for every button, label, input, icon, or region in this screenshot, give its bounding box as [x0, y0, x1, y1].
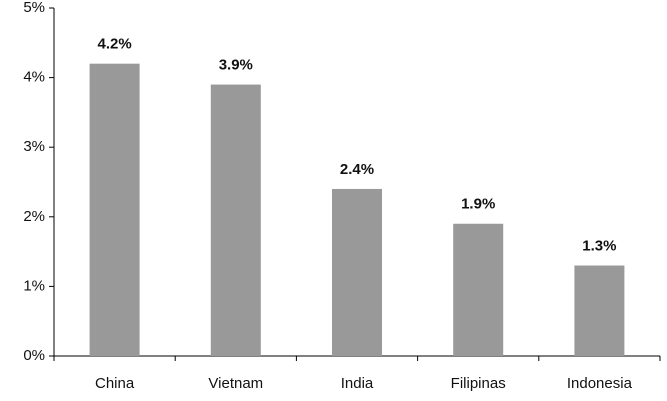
y-tick-label: 1%	[23, 277, 45, 294]
y-tick-label: 3%	[23, 138, 45, 155]
value-label: 2.4%	[340, 161, 374, 178]
y-tick-label: 0%	[23, 347, 45, 364]
bar	[89, 63, 140, 357]
x-tick-label: India	[341, 375, 374, 392]
bar	[574, 265, 625, 356]
y-tick-label: 4%	[23, 69, 45, 86]
x-tick-label: Indonesia	[567, 375, 633, 392]
value-label: 1.9%	[461, 196, 495, 213]
x-tick-label: Filipinas	[451, 375, 506, 392]
bar	[332, 188, 382, 356]
y-tick-label: 5%	[23, 0, 45, 16]
x-tick-label: Vietnam	[208, 375, 263, 392]
x-tick-label: China	[95, 375, 135, 392]
bar	[453, 223, 504, 356]
bar	[210, 84, 261, 356]
value-label: 3.9%	[219, 57, 253, 74]
value-label: 1.3%	[582, 237, 616, 254]
value-label: 4.2%	[97, 36, 131, 53]
y-tick-label: 2%	[23, 208, 45, 225]
